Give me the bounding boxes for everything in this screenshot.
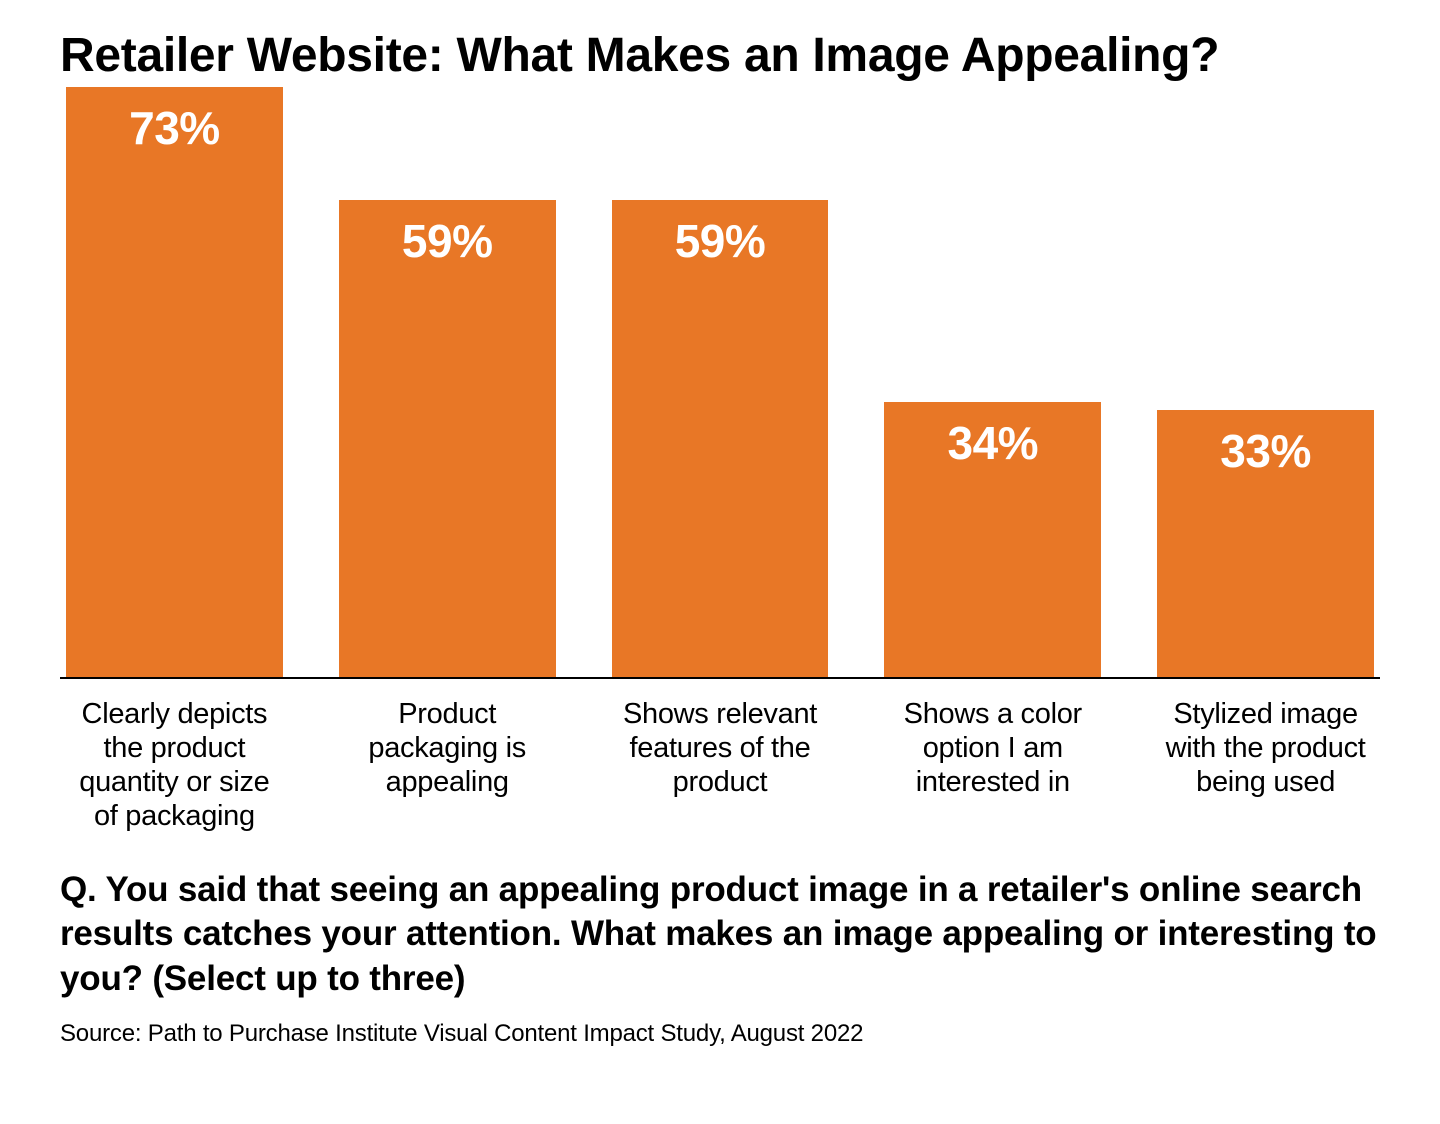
bar-2: 59% xyxy=(612,200,829,677)
bar-4: 33% xyxy=(1157,410,1374,677)
survey-question: Q. You said that seeing an appealing pro… xyxy=(60,868,1380,1002)
page: Retailer Website: What Makes an Image Ap… xyxy=(0,0,1440,1124)
bar-3: 34% xyxy=(884,402,1101,677)
bar-label-3: Shows a color option I am interested in xyxy=(884,697,1101,834)
category-labels: Clearly depicts the product quantity or … xyxy=(60,679,1380,834)
bar-col-1: 59% xyxy=(339,87,556,677)
bar-label-2: Shows relevant features of the product xyxy=(612,697,829,834)
bar-col-0: 73% xyxy=(66,87,283,677)
bar-label-0: Clearly depicts the product quantity or … xyxy=(66,697,283,834)
bar-1: 59% xyxy=(339,200,556,677)
bar-label-1: Product packaging is appealing xyxy=(339,697,556,834)
source-attribution: Source: Path to Purchase Institute Visua… xyxy=(60,1020,1380,1048)
bar-value-0: 73% xyxy=(66,101,283,155)
bar-value-1: 59% xyxy=(339,214,556,268)
bar-col-2: 59% xyxy=(612,87,829,677)
bar-col-4: 33% xyxy=(1157,87,1374,677)
bar-value-4: 33% xyxy=(1157,424,1374,478)
bar-value-2: 59% xyxy=(612,214,829,268)
bar-value-3: 34% xyxy=(884,416,1101,470)
bar-col-3: 34% xyxy=(884,87,1101,677)
bar-label-4: Stylized image with the product being us… xyxy=(1157,697,1374,834)
bar-0: 73% xyxy=(66,87,283,677)
bar-chart: 73% 59% 59% 34% 33% xyxy=(60,87,1380,679)
chart-title: Retailer Website: What Makes an Image Ap… xyxy=(60,30,1380,83)
